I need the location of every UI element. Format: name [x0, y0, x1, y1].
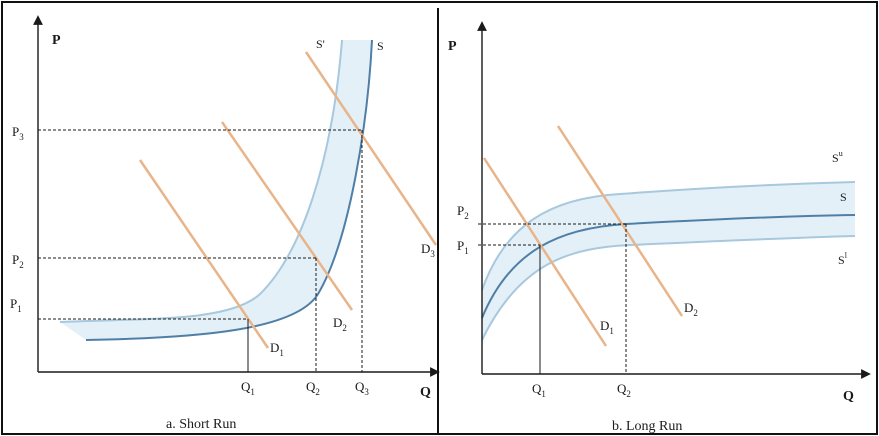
sr-supply-curve-s [85, 39, 373, 341]
lr-supply-band [482, 182, 855, 340]
sr-supply-label-s-prime: S' [316, 37, 325, 51]
sr-demand-label-d2: D2 [333, 315, 347, 333]
sr-price-label-p1: P1 [10, 296, 22, 314]
lr-demand-label-d1: D1 [600, 318, 614, 336]
sr-axis-p-label: P [52, 33, 61, 48]
lr-supply-label-lower: Sl [838, 251, 848, 267]
sr-price-label-p2: P2 [12, 252, 24, 270]
lr-supply-label-s: S [840, 190, 847, 204]
sr-supply-band [60, 40, 372, 340]
lr-demand-d1 [482, 157, 608, 347]
lr-demand-label-d2: D2 [684, 300, 698, 318]
lr-supply-label-upper: Su [832, 149, 843, 165]
lr-quantity-label-q2: Q2 [617, 381, 631, 399]
lr-price-label-p1: P1 [457, 238, 469, 256]
sr-quantity-label-q2: Q2 [306, 379, 320, 397]
sr-quantity-label-q1: Q1 [241, 379, 255, 397]
lr-price-label-p2: P2 [457, 203, 469, 221]
sr-supply-label-s: S [377, 39, 384, 53]
lr-supply-curve-s [481, 214, 856, 319]
sr-axis-q-label: Q [420, 385, 431, 400]
sr-demand-label-d3: D3 [421, 241, 435, 259]
short-run-panel: P Q P3 P2 P1 Q1 Q2 Q3 S' S D1 D2 D3 a. S… [10, 15, 440, 432]
lr-axis-p-label: P [448, 39, 457, 54]
lr-caption: b. Long Run [612, 419, 682, 434]
lr-demand-d2 [556, 125, 684, 317]
long-run-panel: P Q P2 P1 Q1 Q2 Su S Sl D1 D2 b. Long Ru… [448, 21, 871, 434]
sr-demand-label-d1: D1 [270, 340, 284, 358]
sr-caption: a. Short Run [166, 417, 236, 432]
sr-demand-d1 [138, 159, 270, 349]
lr-supply-curve-lower [481, 235, 856, 341]
sr-demand-d2 [220, 121, 354, 311]
lr-axis-q-label: Q [843, 389, 854, 404]
sr-price-label-p3: P3 [12, 124, 24, 142]
lr-quantity-label-q1: Q1 [532, 381, 546, 399]
sr-demand-d3 [304, 51, 438, 246]
sr-quantity-label-q3: Q3 [355, 379, 369, 397]
lr-supply-curve-upper [481, 181, 856, 291]
